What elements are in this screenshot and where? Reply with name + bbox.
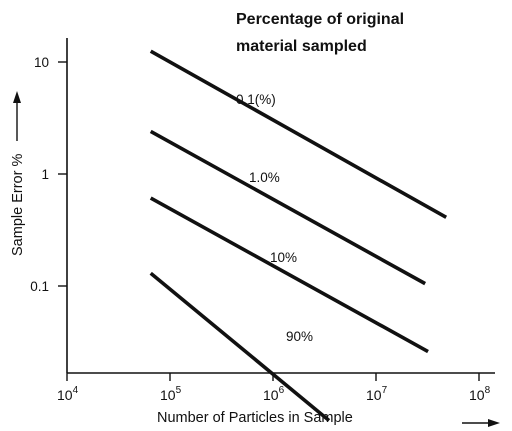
series-line xyxy=(149,129,427,286)
x-tick-exponent: 4 xyxy=(73,385,79,396)
x-tick-base: 10 xyxy=(366,387,382,403)
x-tick-base: 10 xyxy=(160,387,176,403)
x-axis-arrowhead-icon xyxy=(488,419,500,427)
y-axis-title: Sample Error % xyxy=(10,91,26,256)
x-axis-title: Number of Particles in Sample xyxy=(157,410,500,427)
y-tick-label: 10 xyxy=(34,55,49,70)
x-tick-label: 108 xyxy=(469,385,491,403)
y-tick-label: 0.1 xyxy=(30,279,49,294)
x-tick-exponent: 6 xyxy=(279,385,285,396)
x-axis-label: Number of Particles in Sample xyxy=(157,410,353,426)
x-tick-label: 106 xyxy=(263,385,285,403)
chart-title-line-2: material sampled xyxy=(236,38,367,55)
series-line xyxy=(149,271,331,422)
chart-title-line-1: Percentage of original xyxy=(236,11,404,28)
y-tick-label: 1 xyxy=(41,167,49,182)
x-tick-label: 105 xyxy=(160,385,182,403)
series-line xyxy=(149,49,448,219)
y-axis-arrowhead-icon xyxy=(13,91,21,103)
x-tick-base: 10 xyxy=(263,387,279,403)
chart-title: Percentage of original material sampled xyxy=(236,11,404,55)
y-axis-label: Sample Error % xyxy=(10,154,26,256)
x-tick-base: 10 xyxy=(57,387,73,403)
series-label: 90% xyxy=(286,329,313,344)
series-line xyxy=(149,196,429,354)
series-label: 10% xyxy=(270,250,297,265)
series-label: 0.1(%) xyxy=(236,92,276,107)
series-label: 1.0% xyxy=(249,170,280,185)
y-ticks: 10 1 0.1 xyxy=(30,55,67,294)
x-tick-base: 10 xyxy=(469,387,485,403)
x-tick-label: 104 xyxy=(57,385,79,403)
x-tick-exponent: 8 xyxy=(485,385,491,396)
x-tick-label: 107 xyxy=(366,385,388,403)
x-tick-exponent: 7 xyxy=(382,385,388,396)
series-group: 0.1(%) 1.0% 10% 90% xyxy=(149,49,448,422)
x-tick-exponent: 5 xyxy=(176,385,182,396)
x-ticks: 104 105 106 107 108 xyxy=(57,373,491,403)
